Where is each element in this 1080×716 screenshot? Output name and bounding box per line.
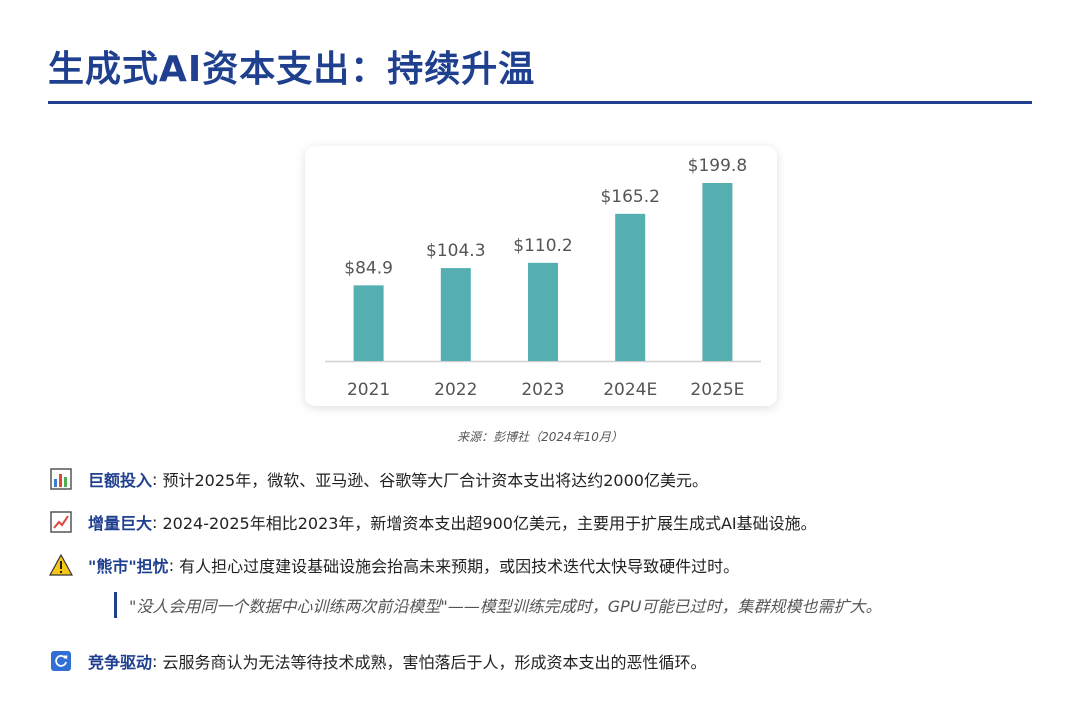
bullet-increment: 增量巨大: 2024-2025年相比2023年，新增资本支出超900亿美元，主要… [48, 509, 817, 535]
bar-2021 [353, 285, 384, 361]
bullet-separator: : [168, 555, 180, 575]
trend-up-icon [48, 509, 74, 535]
data-label-2025E: $199.8 [688, 156, 747, 176]
bullet-text: 2024-2025年相比2023年，新增资本支出超900亿美元，主要用于扩展生成… [162, 514, 817, 533]
refresh-icon [48, 648, 74, 674]
bullet-bear-concern: "熊市"担忧: 有人担心过度建设基础设施会抬高未来预期，或因技术迭代太快导致硬件… [48, 552, 739, 578]
x-tick-label-2025E: 2025E [690, 380, 744, 400]
x-tick-label-2023: 2023 [521, 380, 564, 400]
bullet-text: 云服务商认为无法等待技术成熟，害怕落后于人，形成资本支出的恶性循环。 [162, 653, 707, 672]
bullet-lead: 巨额投入 [88, 471, 153, 490]
bar-chart-icon [48, 466, 74, 492]
bullet-separator: : [152, 512, 163, 532]
bullet-separator: : [152, 469, 163, 489]
data-label-2023: $110.2 [513, 236, 572, 256]
x-tick-label-2022: 2022 [434, 380, 477, 400]
quote-text: "没人会用同一个数据中心训练两次前沿模型"——模型训练完成时，GPU可能已过时，… [129, 597, 882, 616]
chart-source: 来源：彭博社（2024年10月） [457, 430, 623, 444]
quote-block: "没人会用同一个数据中心训练两次前沿模型"——模型训练完成时，GPU可能已过时，… [114, 592, 881, 618]
warning-icon [48, 552, 74, 578]
bar-2022 [440, 268, 471, 361]
data-label-2024E: $165.2 [600, 187, 659, 207]
bullet-separator: : [152, 651, 163, 671]
x-tick-label-2024E: 2024E [603, 380, 657, 400]
bullet-lead: "熊市"担忧 [88, 557, 169, 576]
title-divider [48, 101, 1032, 104]
capex-bar-chart: $84.9 2021 $104.3 2022 $110.2 2023 $165.2 2024E… [325, 156, 761, 400]
bullet-lead: 竞争驱动 [88, 653, 153, 672]
chart-card: $84.9 2021 $104.3 2022 $110.2 2023 $165.2 2024E… [305, 146, 777, 406]
bar-2023 [528, 262, 558, 361]
bar-2024E [615, 213, 646, 361]
bullet-text: 有人担心过度建设基础设施会抬高未来预期，或因技术迭代太快导致硬件过时。 [179, 557, 740, 576]
x-tick-label-2021: 2021 [347, 380, 390, 400]
bullet-investment: 巨额投入: 预计2025年，微软、亚马逊、谷歌等大厂合计资本支出将达约2000亿… [48, 466, 708, 492]
data-label-2022: $104.3 [426, 241, 485, 261]
bullet-competition: 竞争驱动: 云服务商认为无法等待技术成熟，害怕落后于人，形成资本支出的恶性循环。 [48, 648, 707, 674]
data-label-2021: $84.9 [344, 258, 393, 278]
bar-2025E [702, 183, 733, 361]
page-title: 生成式AI资本支出：持续升温 [48, 49, 536, 90]
bullet-lead: 增量巨大 [88, 514, 153, 533]
bullet-text: 预计2025年，微软、亚马逊、谷歌等大厂合计资本支出将达约2000亿美元。 [162, 471, 708, 490]
